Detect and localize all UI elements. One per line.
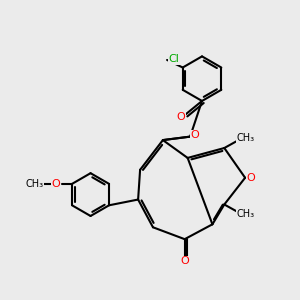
- Text: Cl: Cl: [169, 54, 179, 64]
- Text: CH₃: CH₃: [26, 179, 44, 189]
- Text: CH₃: CH₃: [237, 209, 255, 219]
- Text: O: O: [180, 256, 189, 266]
- Text: O: O: [51, 179, 60, 189]
- Text: O: O: [190, 130, 199, 140]
- Text: O: O: [247, 173, 255, 183]
- Text: CH₃: CH₃: [237, 133, 255, 143]
- Text: O: O: [177, 112, 186, 122]
